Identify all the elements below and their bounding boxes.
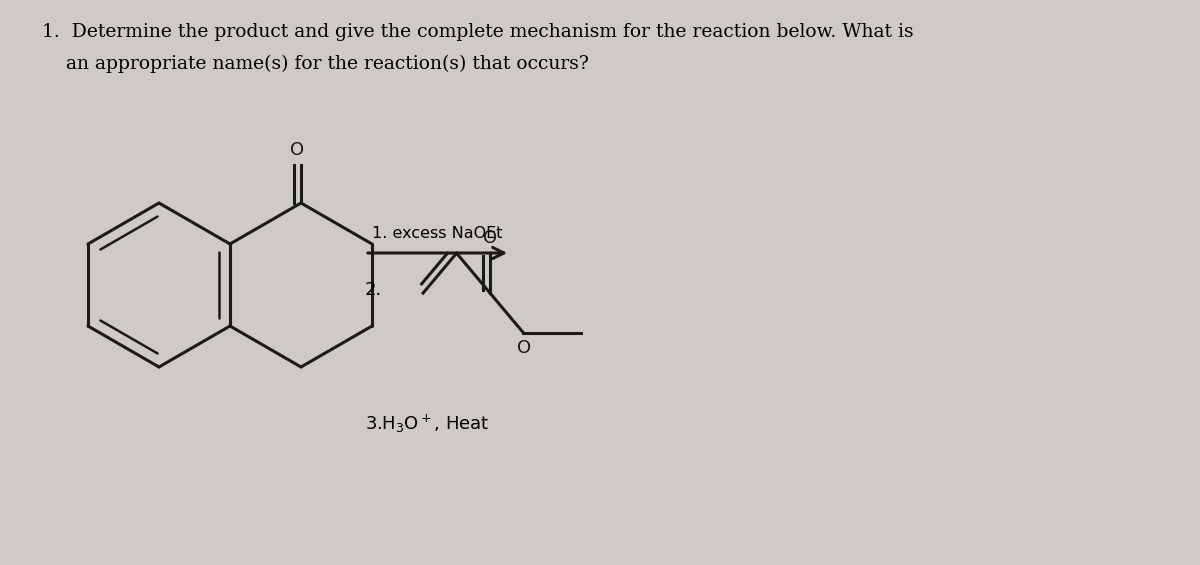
Text: O: O (482, 229, 497, 247)
Text: 2.: 2. (365, 281, 383, 299)
Text: 3.H$_3$O$^+$, Heat: 3.H$_3$O$^+$, Heat (365, 413, 490, 435)
Text: an appropriate name(s) for the reaction(s) that occurs?: an appropriate name(s) for the reaction(… (42, 55, 589, 73)
Text: 1. excess NaOEt: 1. excess NaOEt (372, 226, 503, 241)
Text: O: O (290, 141, 305, 159)
Text: 1.  Determine the product and give the complete mechanism for the reaction below: 1. Determine the product and give the co… (42, 23, 913, 41)
Text: O: O (517, 339, 532, 357)
